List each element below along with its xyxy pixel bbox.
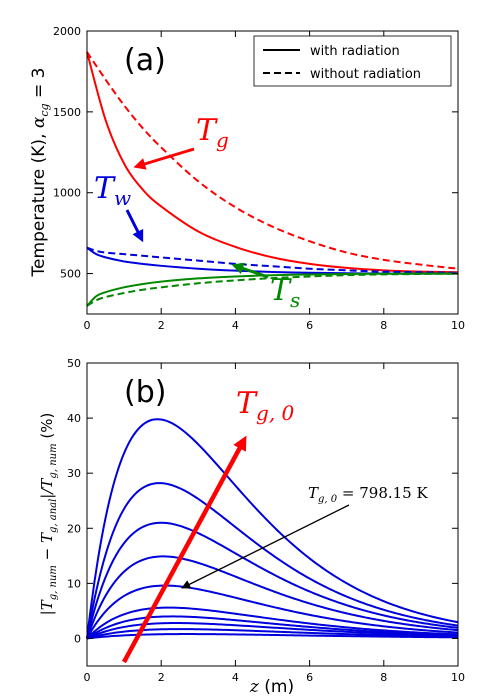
panel-a-ytick-label: 1500 bbox=[53, 106, 81, 119]
panel-a-frame bbox=[86, 30, 459, 315]
panel-a-ytick-label: 1000 bbox=[53, 187, 81, 200]
panel-b-ytick-label: 10 bbox=[67, 577, 81, 590]
panel-b-xtick-label: 6 bbox=[306, 671, 313, 684]
panel-b-frame bbox=[86, 362, 459, 667]
panel-a-xtick-label: 2 bbox=[158, 319, 165, 332]
series-ts-with-radiation bbox=[86, 272, 459, 307]
panel-a: 0 2 4 6 8 10 500 1000 1500 2000 (a) with radiati… bbox=[29, 25, 465, 332]
legend-box bbox=[253, 35, 452, 87]
panel-b-y-ticks: 0 10 20 30 40 50 bbox=[67, 357, 458, 645]
panel-a-series bbox=[86, 51, 459, 307]
series-ts-without-radiation bbox=[86, 272, 459, 307]
panel-a-legend: with radiation without radiation bbox=[253, 35, 452, 87]
error-curve-2 bbox=[86, 482, 459, 639]
tg0-annotation-arrow bbox=[181, 504, 350, 589]
panel-a-x-ticks: 0 2 4 6 8 10 bbox=[84, 31, 465, 332]
error-curve-1 bbox=[86, 418, 459, 639]
panel-a-ylabel: Temperature (K), αcg = 3 bbox=[29, 68, 51, 278]
panel-b-ytick-label: 0 bbox=[74, 632, 81, 645]
panel-b-label: (b) bbox=[124, 375, 166, 410]
increasing-tg0-arrow bbox=[122, 435, 247, 664]
legend-label-without-radiation: without radiation bbox=[310, 67, 421, 82]
panel-b-ytick-label: 30 bbox=[67, 467, 81, 480]
annotation-tg-arrow bbox=[133, 147, 195, 170]
panel-b-ylabel: |Tg, num − Tg, anal|/Tg, num (%) bbox=[38, 413, 59, 616]
panel-b: 0 2 4 6 8 10 0 10 20 30 40 50 (b) Tg, 0 Tg, 0 = 79… bbox=[38, 357, 465, 697]
error-curve-8 bbox=[86, 622, 459, 640]
panel-a-xtick-label: 10 bbox=[451, 319, 465, 332]
tg0-annotation: Tg, 0 = 798.15 K bbox=[308, 484, 428, 505]
panel-a-xtick-label: 4 bbox=[232, 319, 239, 332]
panel-a-xtick-label: 8 bbox=[380, 319, 387, 332]
error-curve-10 bbox=[86, 633, 459, 640]
panel-a-xtick-label: 0 bbox=[84, 319, 91, 332]
annotation-tw-arrow bbox=[125, 209, 144, 243]
annotation-ts-arrow bbox=[231, 262, 269, 279]
error-curve-9 bbox=[86, 628, 459, 640]
series-tw-without-radiation bbox=[86, 246, 459, 274]
panel-b-xtick-label: 0 bbox=[84, 671, 91, 684]
series-tg-without-radiation bbox=[86, 51, 459, 270]
panel-a-label: (a) bbox=[124, 43, 166, 78]
annotation-tg: Tg bbox=[196, 113, 229, 152]
panel-b-xtick-label: 2 bbox=[158, 671, 165, 684]
panel-b-x-ticks: 0 2 4 6 8 10 bbox=[84, 363, 465, 684]
increasing-tg0-label: Tg, 0 bbox=[236, 386, 295, 425]
annotation-ts: Ts bbox=[270, 273, 300, 312]
error-curve-6 bbox=[86, 606, 459, 640]
panel-b-xtick-label: 10 bbox=[451, 671, 465, 684]
series-tw-with-radiation bbox=[86, 246, 459, 275]
series-tg-with-radiation bbox=[86, 51, 459, 274]
error-curve-4 bbox=[86, 555, 459, 639]
error-curve-5 bbox=[86, 584, 459, 639]
annotation-tw: Tw bbox=[94, 171, 131, 210]
panel-b-ytick-label: 40 bbox=[67, 412, 81, 425]
panel-b-ytick-label: 20 bbox=[67, 522, 81, 535]
panel-b-xlabel: z (m) bbox=[249, 677, 294, 697]
panel-a-y-ticks: 500 1000 1500 2000 bbox=[53, 25, 458, 281]
panel-b-xtick-label: 8 bbox=[380, 671, 387, 684]
panel-a-xtick-label: 6 bbox=[306, 319, 313, 332]
legend-label-with-radiation: with radiation bbox=[310, 44, 400, 59]
panel-b-ytick-label: 50 bbox=[67, 357, 81, 370]
panel-b-xtick-label: 4 bbox=[232, 671, 239, 684]
panel-a-ytick-label: 2000 bbox=[53, 25, 81, 38]
panel-b-series bbox=[86, 418, 459, 640]
panel-a-ytick-label: 500 bbox=[60, 268, 81, 281]
error-curve-3 bbox=[86, 521, 459, 639]
